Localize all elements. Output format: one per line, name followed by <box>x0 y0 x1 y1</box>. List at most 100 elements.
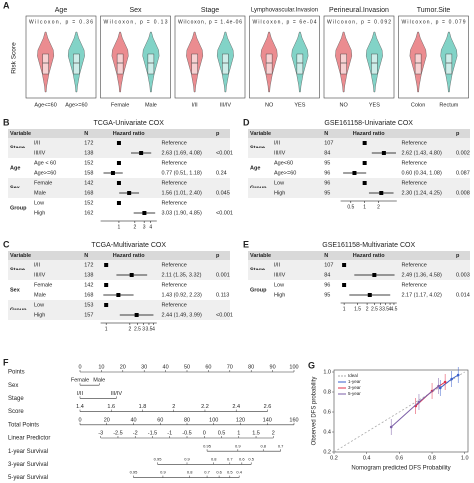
tick-label: 0.9 <box>184 456 190 461</box>
level-label: Male <box>34 190 46 196</box>
x-tick-label: 2 <box>377 204 380 210</box>
tick-label: 0.5 <box>218 430 226 436</box>
hr-square <box>116 293 121 297</box>
forest-title: GSE161158-Multivariate COX <box>322 242 415 249</box>
n-label: 157 <box>84 312 93 318</box>
estimate-label: Reference <box>401 282 426 288</box>
p-label: 0.001 <box>216 272 230 278</box>
hr-square <box>372 273 377 277</box>
tick-label: 0.9 <box>235 443 241 448</box>
box <box>445 53 453 75</box>
hr-square <box>342 263 347 267</box>
stat-label: Wilcoxon, p = 0.079 <box>402 19 466 25</box>
scale-label: 5-year Survival <box>8 475 48 481</box>
level-label: Age>=60 <box>274 170 296 176</box>
x-tick-label: Age>=60 <box>65 102 87 108</box>
box <box>265 53 273 75</box>
subplot-title: Sex <box>129 7 142 14</box>
tick-label: 0.8 <box>260 443 266 448</box>
estimate-label: Reference <box>161 282 186 288</box>
hr-square <box>362 161 367 165</box>
n-label: 96 <box>324 180 330 186</box>
column-header: Hazard ratio <box>353 131 385 137</box>
estimate-label: Reference <box>401 262 426 268</box>
x-tick-label: 2 <box>128 326 131 332</box>
p-label: 0.113 <box>216 292 229 298</box>
estimate-label: 2.44 (1.49, 3.99) <box>161 312 202 318</box>
estimate-label: 3.03 (1.90, 4.85) <box>161 210 202 216</box>
hr-square <box>142 211 147 215</box>
n-label: 168 <box>84 292 93 298</box>
y-tick-label: 0.8 <box>323 389 331 395</box>
x-tick-label: 4 <box>389 306 392 312</box>
column-header: p <box>456 131 460 137</box>
hr-square <box>342 283 347 287</box>
x-tick-label: 0.8 <box>428 455 436 461</box>
level-label: III/IV <box>34 272 46 278</box>
level-label: Age>=60 <box>34 170 56 176</box>
n-label: 138 <box>84 150 93 156</box>
p-label: <0.001 <box>216 312 233 318</box>
x-tick-label: 0.2 <box>330 455 338 461</box>
tick-label: 2.6 <box>264 404 272 410</box>
hr-square <box>367 293 372 297</box>
y-tick-label: 1.0 <box>323 369 331 375</box>
n-label: 84 <box>324 272 330 278</box>
row-stripe <box>8 260 230 270</box>
estimate-label: Reference <box>401 140 426 146</box>
level-label: Male <box>34 292 46 298</box>
hr-square <box>362 181 367 185</box>
box <box>296 53 304 75</box>
level-label: High <box>34 312 45 318</box>
estimate-label: 2.30 (1.24, 4.25) <box>401 190 442 196</box>
row-stripe <box>8 300 230 310</box>
tick-label: 2 <box>172 404 175 410</box>
panel-label: E <box>243 239 249 249</box>
row-stripe <box>248 148 470 158</box>
column-header: p <box>216 131 220 137</box>
column-header: Variable <box>250 253 271 259</box>
x-tick-label: 0.4 <box>363 455 371 461</box>
x-tick-label: Age<=60 <box>34 102 56 108</box>
legend-label: 1-year <box>348 379 361 384</box>
panel-label: A <box>3 0 10 10</box>
p-label: 0.002 <box>456 150 470 156</box>
header-bg <box>8 129 230 138</box>
x-tick-label: 0.5 <box>347 204 354 210</box>
x-tick-label: 1.5 <box>354 306 361 312</box>
tick-label: 0.5 <box>227 470 233 475</box>
x-tick-label: 3.5 <box>382 306 389 312</box>
tick-label: 40 <box>163 364 169 370</box>
x-tick-label: NO <box>339 102 348 108</box>
subplot-frame <box>249 15 320 99</box>
subplot-frame <box>174 15 246 99</box>
row-stripe <box>248 260 470 270</box>
subplot-title: Stage <box>201 7 219 14</box>
hr-square <box>381 151 386 155</box>
tick-label: 0.8 <box>211 456 217 461</box>
column-header: Hazard ratio <box>113 253 145 259</box>
stat-label: Wilcoxon, p = 0.092 <box>327 19 391 25</box>
level-label: III/IV <box>274 272 286 278</box>
x-tick-label: 3 <box>142 326 145 332</box>
hr-square <box>129 273 134 277</box>
y-axis-label: Risk Score <box>11 42 18 74</box>
n-label: 152 <box>84 200 93 206</box>
point <box>438 386 442 390</box>
estimate-label: 2.63 (1.69, 4.08) <box>161 150 202 156</box>
estimate-label: 2.17 (1.17, 4.02) <box>401 292 442 298</box>
level-label: III/IV <box>34 150 46 156</box>
column-header: p <box>456 253 460 259</box>
p-label: 0.087 <box>456 170 470 176</box>
estimate-label: Reference <box>161 180 186 186</box>
n-label: 172 <box>84 140 93 146</box>
tick-label: 0.8 <box>187 470 193 475</box>
level-label: High <box>274 190 285 196</box>
tick-label: 0.7 <box>278 443 284 448</box>
x-tick-label: 2.5 <box>371 306 378 312</box>
x-tick-label: YES <box>369 102 380 108</box>
scale-label: Sex <box>8 383 18 389</box>
n-label: 95 <box>324 292 330 298</box>
